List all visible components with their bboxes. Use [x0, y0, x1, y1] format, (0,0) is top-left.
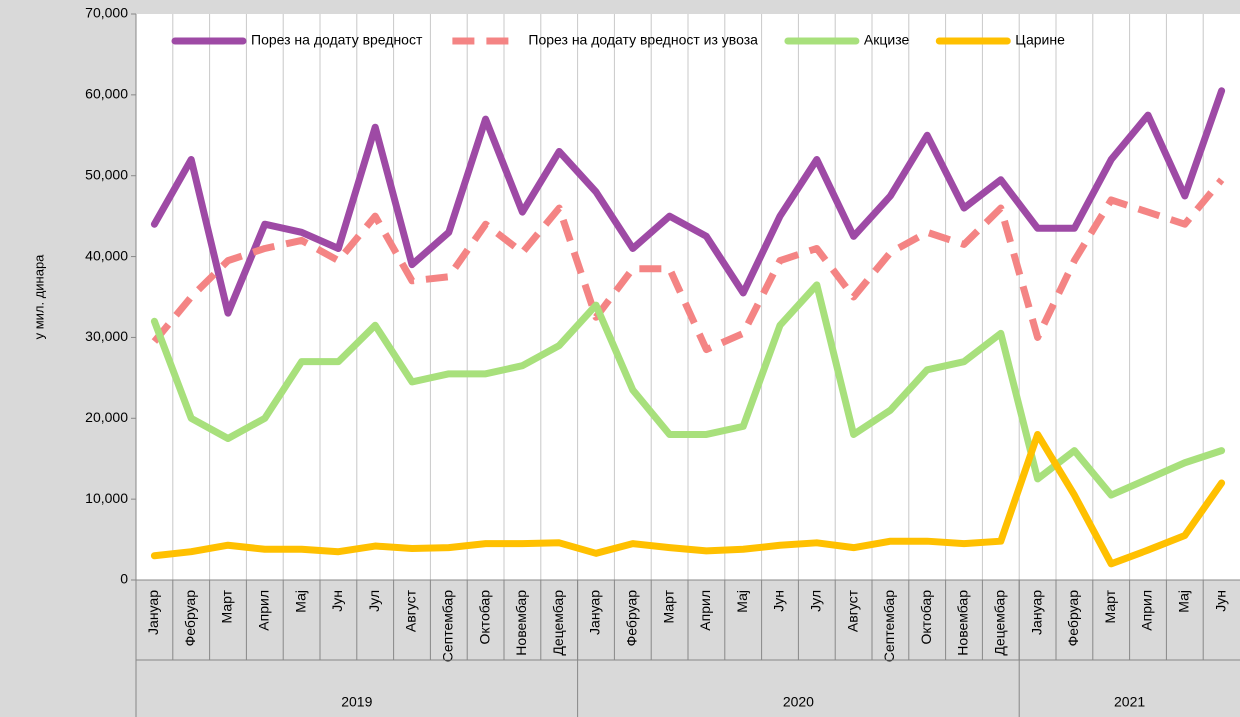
- x-tick-label: Децембар: [992, 590, 1008, 656]
- y-tick-label: 10,000: [85, 490, 128, 506]
- y-axis-label: у мил. динара: [31, 254, 46, 340]
- x-tick-label: Март: [1102, 589, 1118, 623]
- legend-label: Акцизе: [864, 32, 910, 48]
- x-tick-label: Септембар: [881, 590, 897, 662]
- y-tick-label: 40,000: [85, 247, 128, 263]
- x-tick-label: Јануар: [587, 590, 603, 635]
- x-tick-label: Јун: [1212, 590, 1228, 612]
- y-tick-label: 0: [120, 571, 128, 587]
- x-tick-label: Јануар: [1028, 590, 1044, 635]
- x-tick-label: Септембар: [440, 590, 456, 662]
- y-tick-label: 20,000: [85, 409, 128, 425]
- legend-label: Порез на додату вредност: [251, 32, 423, 48]
- series-line: [150, 281, 1226, 499]
- x-tick-label: Јун: [771, 590, 787, 612]
- legend-label: Порез на додату вредност из увоза: [528, 32, 758, 48]
- x-tick-label: Фебруар: [182, 590, 198, 647]
- x-tick-label: Август: [844, 589, 860, 632]
- x-tick-label: Март: [219, 589, 235, 623]
- x-group-label: 2021: [1114, 694, 1145, 710]
- series-line: [151, 177, 1225, 354]
- x-tick-label: Октобар: [918, 590, 934, 645]
- x-tick-label: Април: [697, 590, 713, 631]
- x-tick-label: Јул: [808, 590, 824, 612]
- x-tick-label: Мај: [1176, 590, 1192, 613]
- x-group-label: 2019: [341, 694, 372, 710]
- legend-label: Царине: [1015, 32, 1065, 48]
- x-tick-label: Новембар: [955, 590, 971, 656]
- x-tick-label: Март: [660, 589, 676, 623]
- series-line: [150, 87, 1226, 317]
- x-tick-label: Август: [403, 589, 419, 632]
- y-tick-label: 50,000: [85, 166, 128, 182]
- y-tick-label: 60,000: [85, 86, 128, 102]
- x-tick-label: Фебруар: [624, 590, 640, 647]
- x-tick-label: Јануар: [145, 590, 161, 635]
- x-group-label: 2020: [783, 694, 814, 710]
- y-tick-label: 70,000: [85, 5, 128, 21]
- x-tick-label: Новембар: [513, 590, 529, 656]
- x-tick-label: Април: [256, 590, 272, 631]
- x-tick-label: Јун: [329, 590, 345, 612]
- x-tick-label: Мај: [734, 590, 750, 613]
- x-tick-label: Октобар: [476, 590, 492, 645]
- x-tick-label: Април: [1139, 590, 1155, 631]
- x-tick-label: Децембар: [550, 590, 566, 656]
- x-tick-label: Мај: [292, 590, 308, 613]
- x-tick-label: Фебруар: [1065, 590, 1081, 647]
- x-tick-label: Јул: [366, 590, 382, 612]
- y-tick-label: 30,000: [85, 328, 128, 344]
- series-line: [150, 430, 1226, 568]
